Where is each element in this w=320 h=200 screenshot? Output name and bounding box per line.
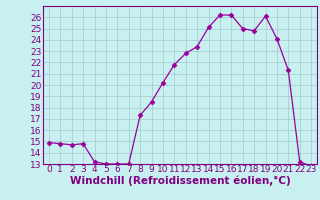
X-axis label: Windchill (Refroidissement éolien,°C): Windchill (Refroidissement éolien,°C) [70, 176, 290, 186]
